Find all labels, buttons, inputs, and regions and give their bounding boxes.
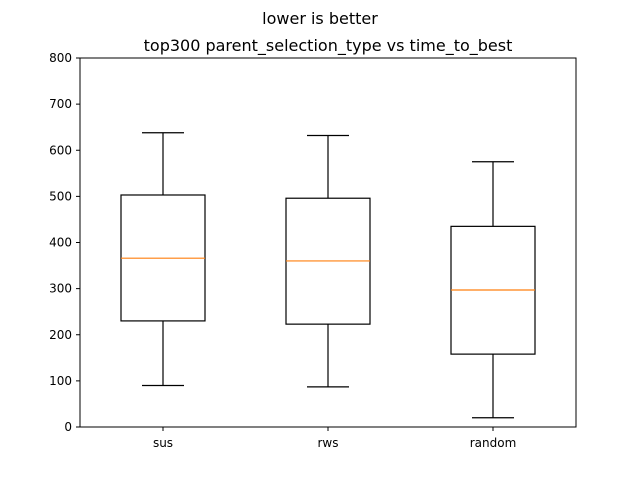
y-tick-label: 0 (64, 420, 72, 434)
x-tick-label: rws (318, 436, 339, 450)
y-tick-label: 200 (49, 328, 72, 342)
y-tick-label: 600 (49, 143, 72, 157)
box-sus (120, 132, 206, 387)
y-tick-label: 400 (49, 236, 72, 250)
y-tick-label: 500 (49, 189, 72, 203)
y-axis: 0 100 200 300 400 500 600 700 800 (49, 51, 80, 434)
box-plot-series (120, 132, 536, 419)
y-tick-label: 800 (49, 51, 72, 65)
chart-title: top300 parent_selection_type vs time_to_… (144, 36, 513, 56)
x-tick-label: sus (153, 436, 173, 450)
x-axis: sus rws random (153, 427, 516, 450)
box-rws (285, 134, 371, 388)
chart-suptitle: lower is better (262, 9, 378, 28)
box-random (450, 161, 536, 419)
y-tick-label: 100 (49, 374, 72, 388)
y-tick-label: 300 (49, 282, 72, 296)
x-tick-label: random (470, 436, 517, 450)
y-tick-label: 700 (49, 97, 72, 111)
